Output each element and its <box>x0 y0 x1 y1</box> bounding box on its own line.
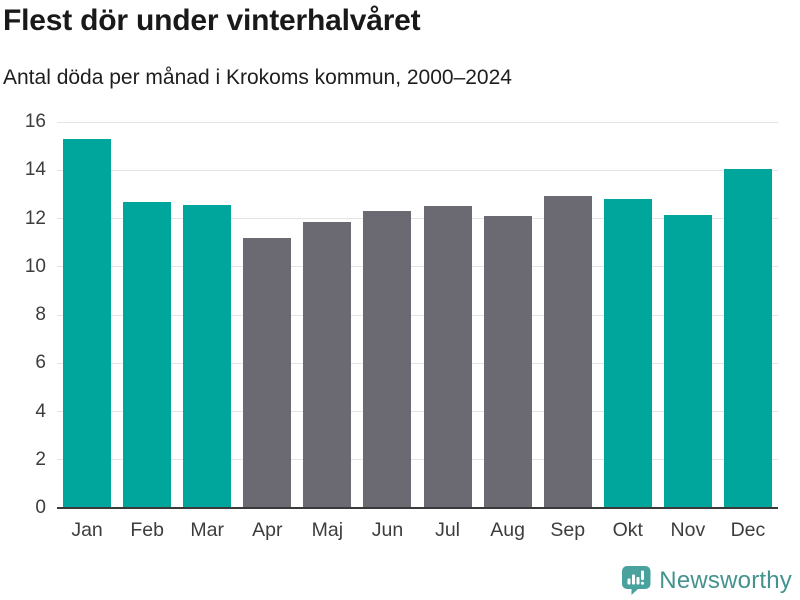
bar-aug <box>483 216 532 508</box>
x-label-mar: Mar <box>190 519 224 541</box>
gridline-8 <box>57 314 778 316</box>
bar-feb <box>123 201 172 508</box>
x-label-aug: Aug <box>490 519 525 541</box>
y-tick-label-16: 16 <box>24 111 46 132</box>
gridline-4 <box>57 411 778 412</box>
gridline-12 <box>57 218 778 219</box>
x-label-dec: Dec <box>730 519 766 541</box>
bar-jan <box>63 138 112 508</box>
bar-mar <box>183 205 232 508</box>
bar-apr <box>243 237 292 508</box>
x-label-jun: Jun <box>371 519 404 541</box>
y-tick-label-0: 0 <box>35 497 46 518</box>
chart-subtitle: Antal döda per månad i Krokoms kommun, 2… <box>3 66 512 89</box>
x-label-jul: Jul <box>435 519 460 541</box>
bar-sep <box>543 195 592 508</box>
x-axis-line <box>57 506 778 509</box>
y-tick-label-12: 12 <box>24 207 46 229</box>
brand-name: Newsworthy <box>659 566 792 594</box>
x-label-sep: Sep <box>550 519 586 541</box>
x-label-feb: Feb <box>130 519 164 541</box>
bar-dec <box>723 169 772 508</box>
bar-jul <box>423 206 472 508</box>
y-tick-label-4: 4 <box>35 400 46 422</box>
gridline-16 <box>57 121 778 123</box>
bar-okt <box>603 199 652 508</box>
y-tick-label-8: 8 <box>35 304 46 325</box>
x-label-jan: Jan <box>71 519 103 541</box>
x-label-apr: Apr <box>252 519 283 541</box>
gridline-10 <box>57 266 778 268</box>
x-label-nov: Nov <box>670 519 706 541</box>
x-label-maj: Maj <box>311 519 344 541</box>
brand-footer: Newsworthy <box>622 566 792 595</box>
gridline-14 <box>57 169 778 171</box>
y-tick-label-2: 2 <box>35 448 46 470</box>
bar-jun <box>363 211 412 508</box>
chart-title: Flest dör under vinterhalvåret <box>3 4 421 37</box>
gridline-6 <box>57 362 778 364</box>
bar-maj <box>303 222 352 508</box>
gridline-2 <box>57 459 778 461</box>
y-tick-label-10: 10 <box>24 255 46 277</box>
x-label-okt: Okt <box>612 519 643 541</box>
bar-nov <box>663 214 712 508</box>
y-tick-label-6: 6 <box>35 352 46 374</box>
newsworthy-logo-icon <box>622 566 651 595</box>
y-tick-label-14: 14 <box>24 159 46 181</box>
